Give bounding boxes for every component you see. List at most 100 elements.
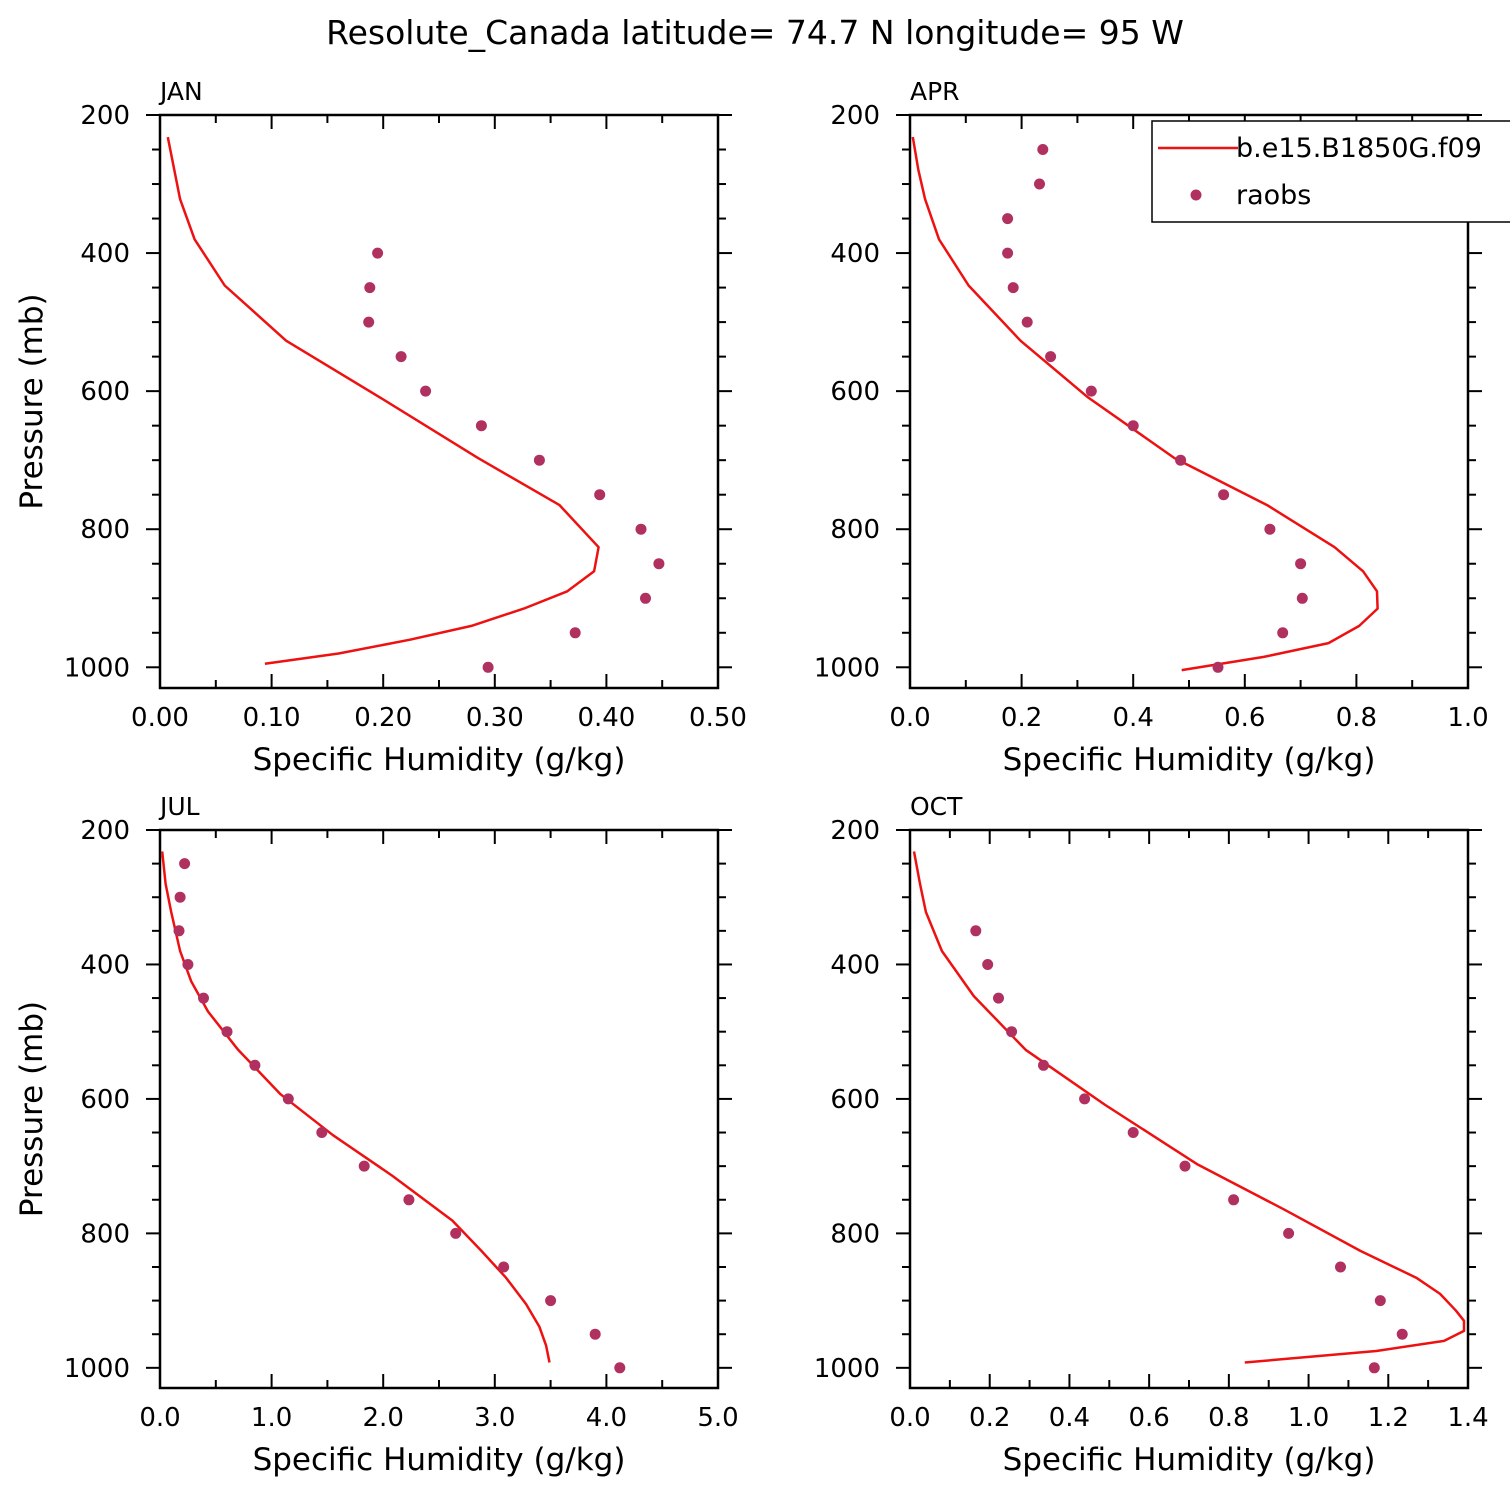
x-tick-label: 0.8 (1336, 703, 1377, 733)
legend-obs-swatch (1190, 189, 1202, 201)
raobs-point (1179, 1160, 1191, 1172)
raobs-point (1277, 627, 1289, 639)
raobs-point (498, 1261, 510, 1273)
raobs-point (1283, 1227, 1295, 1239)
legend-model-label: b.e15.B1850G.f09 (1236, 133, 1482, 164)
raobs-point (221, 1026, 233, 1038)
x-tick-label: 0.2 (969, 1403, 1010, 1433)
x-tick-label: 5.0 (697, 1403, 738, 1433)
raobs-point (1175, 454, 1187, 466)
legend-box (1151, 120, 1510, 223)
raobs-point (482, 661, 494, 673)
panels: 0.00 0.10 0.20 0.30 0.40 0.50 200 400 600 800 1000… (14, 77, 1510, 1478)
x-tick-label: 0.0 (889, 703, 930, 733)
y-tick-label: 400 (830, 239, 880, 269)
x-axis-label: Specific Humidity (g/kg) (253, 742, 626, 778)
raobs-point (1034, 178, 1045, 190)
raobs-point (198, 992, 209, 1004)
panel-apr: 0.0 0.2 0.4 0.6 0.8 1.0 200 400 600 800 1000 APR Spe… (814, 77, 1489, 778)
raobs-point (1212, 661, 1224, 673)
raobs-point (1127, 1127, 1139, 1138)
raobs-point (1374, 1295, 1386, 1307)
raobs-point (1085, 385, 1097, 397)
y-tick-label: 400 (830, 950, 880, 980)
x-tick-label: 0.0 (889, 1403, 930, 1433)
x-tick-label: 0.0 (139, 1403, 180, 1433)
raobs-point (173, 925, 185, 937)
raobs-point (403, 1194, 415, 1206)
panel-oct: 0.0 0.2 0.4 0.6 0.8 1.0 1.2 1.4 200 400 600 800 1000… (814, 792, 1489, 1478)
panel-label: JUL (158, 792, 200, 821)
raobs-point (653, 558, 665, 570)
y-tick-label: 200 (830, 101, 880, 131)
y-tick-label: 200 (80, 816, 130, 846)
y-tick-label: 400 (80, 239, 130, 269)
raobs-point (316, 1127, 328, 1138)
raobs-point (589, 1328, 601, 1340)
y-tick-label: 1000 (814, 1354, 880, 1384)
y-tick-label: 800 (80, 515, 130, 545)
raobs-point (1264, 523, 1276, 535)
model-profile-line (160, 851, 551, 1363)
legend: b.e15.B1850G.f09 raobs (1151, 120, 1510, 223)
y-tick-label: 1000 (64, 653, 130, 683)
x-axis-label: Specific Humidity (g/kg) (253, 1442, 626, 1478)
raobs-point (1335, 1261, 1346, 1273)
raobs-point (1218, 489, 1230, 501)
y-axis-label: Pressure (mb) (14, 293, 50, 509)
y-tick-label: 800 (80, 1219, 130, 1249)
panel-jul: 0.0 1.0 2.0 3.0 4.0 5.0 200 400 600 800 1000 JUL Spe… (14, 792, 739, 1478)
x-tick-label: 0.8 (1208, 1403, 1249, 1433)
model-profile-line (166, 136, 600, 666)
raobs-point (569, 627, 581, 639)
raobs-point (174, 891, 186, 903)
x-tick-label: 1.4 (1447, 1403, 1488, 1433)
x-tick-label: 0.4 (1113, 703, 1154, 733)
raobs-point (545, 1295, 557, 1307)
x-tick-label: 0.6 (1128, 1403, 1169, 1433)
x-tick-label: 1.0 (251, 1403, 292, 1433)
x-tick-label: 1.0 (1288, 1403, 1329, 1433)
x-tick-label: 0.4 (1049, 1403, 1090, 1433)
raobs-point (993, 992, 1004, 1004)
x-tick-label: 0.00 (131, 703, 189, 733)
x-tick-label: 0.30 (466, 703, 524, 733)
panel-label: APR (910, 77, 960, 106)
raobs-point (249, 1059, 261, 1071)
raobs-point (1127, 420, 1139, 432)
y-tick-label: 1000 (64, 1354, 130, 1384)
raobs-point (420, 385, 432, 397)
raobs-point (372, 247, 384, 259)
raobs-point (1037, 144, 1049, 155)
raobs-point (1006, 1026, 1018, 1038)
panel-jan: 0.00 0.10 0.20 0.30 0.40 0.50 200 400 600 800 1000… (14, 77, 747, 778)
model-profile-line (912, 851, 1466, 1364)
legend-obs-label: raobs (1236, 180, 1311, 211)
x-tick-label: 0.40 (577, 703, 635, 733)
y-axis-label: Pressure (mb) (14, 1001, 50, 1217)
panel-label: JAN (158, 77, 203, 106)
raobs-point (640, 592, 651, 604)
x-tick-label: 4.0 (586, 1403, 627, 1433)
raobs-point (1295, 558, 1307, 570)
y-tick-label: 200 (830, 816, 880, 846)
y-tick-label: 600 (80, 377, 130, 407)
x-axis-label: Specific Humidity (g/kg) (1003, 742, 1376, 778)
raobs-point (1079, 1093, 1091, 1105)
x-tick-label: 0.10 (243, 703, 301, 733)
raobs-point (182, 959, 194, 970)
y-tick-label: 600 (830, 377, 880, 407)
y-tick-label: 800 (830, 515, 880, 545)
raobs-point (450, 1227, 462, 1239)
x-tick-label: 0.50 (689, 703, 747, 733)
x-tick-label: 1.0 (1447, 703, 1488, 733)
raobs-point (594, 489, 606, 501)
raobs-point (282, 1093, 294, 1105)
raobs-point (533, 454, 545, 466)
y-tick-label: 1000 (814, 653, 880, 683)
model-profile-line (911, 136, 1379, 672)
raobs-point (1228, 1194, 1240, 1206)
y-tick-label: 800 (830, 1219, 880, 1249)
